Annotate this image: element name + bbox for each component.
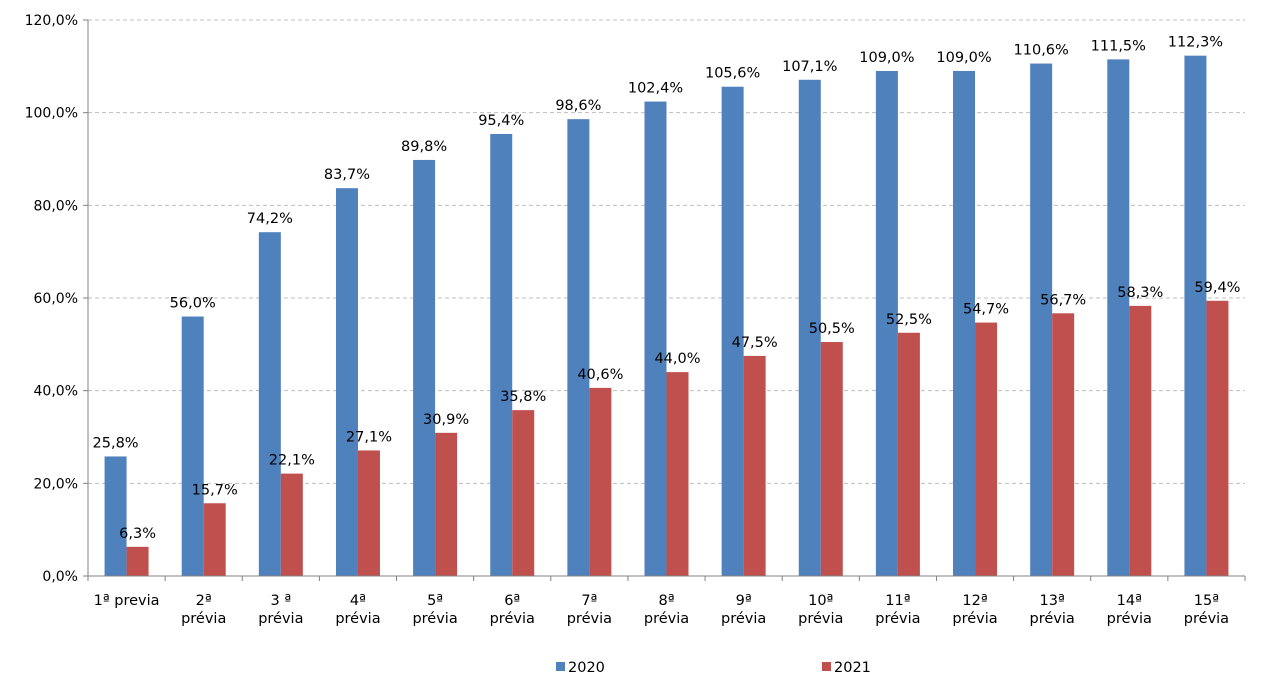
- x-category-label: 13ª prévia: [1030, 593, 1075, 627]
- bar-2021: [589, 387, 612, 576]
- data-label-2020: 105,6%: [705, 66, 760, 82]
- bar-2021: [897, 332, 920, 576]
- bar-2020: [181, 316, 204, 576]
- bar-2021: [820, 342, 843, 576]
- x-category-label: 3 ª prévia: [258, 593, 303, 627]
- y-tick-label: 120,0%: [25, 13, 78, 29]
- bar-2021: [666, 372, 689, 576]
- bar-2020: [875, 70, 898, 576]
- bar-2021: [435, 432, 458, 576]
- legend-label-2021: 2021: [834, 660, 871, 675]
- legend-label-2020: 2020: [568, 660, 605, 675]
- data-label-2020: 111,5%: [1091, 38, 1146, 54]
- bar-2021: [1052, 313, 1075, 576]
- x-category-label: 15ª prévia: [1184, 593, 1229, 627]
- bar-2021: [357, 450, 380, 576]
- x-category-label: 10ª prévia: [798, 593, 843, 627]
- data-label-2021: 56,7%: [1040, 292, 1086, 308]
- bar-2021: [743, 355, 766, 576]
- data-label-2020: 25,8%: [93, 435, 139, 451]
- y-tick-label: 0,0%: [42, 569, 78, 585]
- x-category-label: 6ª prévia: [490, 593, 535, 627]
- legend-swatch-2021: [822, 662, 831, 671]
- y-tick-label: 20,0%: [34, 476, 78, 492]
- bar-2021: [203, 503, 226, 576]
- bar-2020: [490, 133, 513, 577]
- data-label-2021: 6,3%: [119, 526, 156, 542]
- bar-2020: [953, 70, 976, 576]
- bar-2021: [280, 473, 303, 576]
- axes: [83, 19, 1246, 581]
- x-category-label: 4ª prévia: [335, 593, 380, 627]
- data-label-2020: 112,3%: [1168, 35, 1223, 51]
- y-tick-label: 100,0%: [25, 106, 78, 122]
- y-tick-label: 40,0%: [34, 384, 78, 400]
- bar-2020: [721, 86, 744, 576]
- bar-2020: [644, 101, 667, 577]
- bar-2020: [567, 119, 590, 577]
- y-tick-label: 80,0%: [34, 198, 78, 214]
- bar-2021: [126, 546, 149, 576]
- data-label-2020: 56,0%: [170, 296, 216, 312]
- data-label-2021: 52,5%: [886, 312, 932, 328]
- x-category-label: 12ª prévia: [952, 593, 997, 627]
- data-label-2021: 50,5%: [809, 321, 855, 337]
- legend: 2020 2021: [556, 660, 871, 675]
- data-label-2021: 22,1%: [269, 453, 315, 469]
- data-label-2021: 44,0%: [654, 351, 700, 367]
- bar-2021: [512, 410, 535, 576]
- data-label-2020: 109,0%: [936, 50, 991, 66]
- data-label-2020: 102,4%: [628, 81, 683, 97]
- x-category-label: 11ª prévia: [875, 593, 920, 627]
- data-label-2020: 83,7%: [324, 167, 370, 183]
- y-tick-label: 60,0%: [34, 291, 78, 307]
- legend-swatch-2020: [556, 662, 565, 671]
- data-label-2021: 54,7%: [963, 302, 1009, 318]
- bar-2020: [1184, 55, 1207, 577]
- data-label-2020: 89,8%: [401, 139, 447, 155]
- bar-2020: [258, 232, 281, 576]
- bar-2021: [975, 322, 998, 576]
- y-axis-ticks: 0,0% 20,0% 40,0% 60,0% 80,0% 100,0% 120,0%: [25, 13, 78, 585]
- data-label-2020: 95,4%: [478, 113, 524, 129]
- data-label-2021: 40,6%: [577, 367, 623, 383]
- data-label-2021: 30,9%: [423, 412, 469, 428]
- bar-2020: [104, 456, 127, 576]
- data-label-2020: 98,6%: [555, 98, 601, 114]
- bar-2021: [1129, 305, 1152, 576]
- data-labels: 25,8% 56,0% 74,2% 83,7% 89,8% 95,4% 98,6% 102,4…: [93, 35, 1241, 542]
- x-category-label: 5ª prévia: [412, 593, 457, 627]
- x-category-label: 14ª prévia: [1107, 593, 1152, 627]
- x-category-label: 1ª previa: [94, 593, 160, 609]
- data-label-2021: 27,1%: [346, 429, 392, 445]
- x-category-label: 8ª prévia: [644, 593, 689, 627]
- bar-2020: [413, 159, 436, 576]
- data-label-2020: 109,0%: [859, 50, 914, 66]
- data-label-2020: 107,1%: [782, 59, 837, 75]
- data-label-2021: 47,5%: [732, 335, 778, 351]
- data-label-2020: 74,2%: [247, 211, 293, 227]
- data-label-2021: 15,7%: [192, 482, 238, 498]
- bar-2020: [335, 188, 358, 576]
- bars: [104, 55, 1229, 577]
- bar-2020: [798, 79, 821, 577]
- data-label-2020: 110,6%: [1014, 43, 1069, 59]
- data-label-2021: 59,4%: [1194, 280, 1240, 296]
- x-axis-labels: 1ª previa 2ª prévia 3 ª prévia 4ª prévia 5ª prév…: [94, 593, 1229, 627]
- x-category-label: 7ª prévia: [567, 593, 612, 627]
- data-label-2021: 58,3%: [1117, 285, 1163, 301]
- x-category-label: 9ª prévia: [721, 593, 766, 627]
- bar-2021: [1206, 300, 1229, 576]
- data-label-2021: 35,8%: [500, 389, 546, 405]
- x-category-label: 2ª prévia: [181, 593, 226, 627]
- bar-2020: [1107, 59, 1130, 576]
- bar-2020: [1030, 63, 1053, 576]
